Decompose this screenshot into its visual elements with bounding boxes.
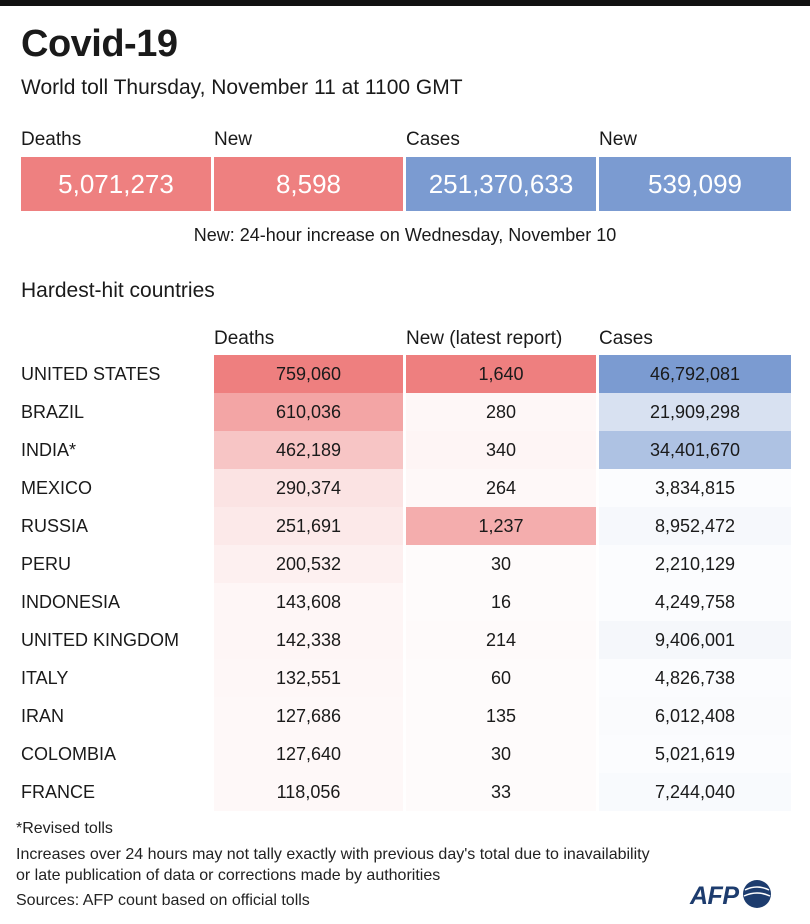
deaths-cell: 200,532 (214, 545, 403, 583)
country-label: PERU (21, 554, 72, 574)
country-label: MEXICO (21, 478, 93, 498)
cases-cell: 2,210,129 (599, 545, 791, 583)
deaths-cell: 143,608 (214, 583, 403, 621)
summary-label-cases: Cases (406, 129, 460, 150)
summary-note: New: 24-hour increase on Wednesday, Nove… (193, 225, 617, 245)
new-cell: 60 (406, 659, 596, 697)
country-label: UNITED STATES (21, 364, 161, 384)
new-cell: 16 (406, 583, 596, 621)
new-cell: 280 (406, 393, 596, 431)
top-bar (0, 0, 810, 6)
footer-increases-2: or late publication of data or correctio… (16, 867, 441, 884)
summary-value-new-deaths: 8,598 (214, 157, 403, 211)
deaths-cell: 290,374 (214, 469, 403, 507)
cases-cell: 46,792,081 (599, 355, 791, 393)
summary-value-cases: 251,370,633 (406, 157, 596, 211)
country-label: IRAN (21, 706, 65, 726)
column-header-deaths: Deaths (214, 328, 275, 349)
column-header-new: New (latest report) (406, 328, 563, 349)
footer-sources: Sources: AFP count based on official tol… (16, 892, 310, 909)
summary-value-deaths: 5,071,273 (21, 157, 211, 211)
country-label: FRANCE (21, 782, 96, 802)
country-label: ITALY (21, 668, 69, 688)
deaths-cell: 759,060 (214, 355, 403, 393)
afp-logo: AFP (690, 878, 772, 914)
page-subtitle: World toll Thursday, November 11 at 1100… (21, 76, 463, 99)
summary-label-new-cases: New (599, 129, 638, 150)
column-header-cases: Cases (599, 328, 653, 349)
country-label: INDONESIA (21, 592, 121, 612)
cases-cell: 6,012,408 (599, 697, 791, 735)
deaths-cell: 118,056 (214, 773, 403, 811)
table-title: Hardest-hit countries (21, 279, 215, 302)
cases-cell: 34,401,670 (599, 431, 791, 469)
new-cell: 214 (406, 621, 596, 659)
country-label: COLOMBIA (21, 744, 117, 764)
country-label: UNITED KINGDOM (21, 630, 180, 650)
new-cell: 340 (406, 431, 596, 469)
cases-cell: 8,952,472 (599, 507, 791, 545)
deaths-cell: 142,338 (214, 621, 403, 659)
page-title: Covid-19 (21, 23, 178, 65)
country-label: BRAZIL (21, 402, 85, 422)
country-label: INDIA* (21, 440, 77, 460)
deaths-cell: 127,686 (214, 697, 403, 735)
deaths-cell: 462,189 (214, 431, 403, 469)
new-cell: 30 (406, 735, 596, 773)
summary-value-new-cases: 539,099 (599, 157, 791, 211)
summary-label-deaths: Deaths (21, 129, 82, 150)
cases-cell: 7,244,040 (599, 773, 791, 811)
summary-label-new-deaths: New (214, 129, 253, 150)
cases-cell: 4,249,758 (599, 583, 791, 621)
deaths-cell: 610,036 (214, 393, 403, 431)
cases-cell: 5,021,619 (599, 735, 791, 773)
cases-cell: 3,834,815 (599, 469, 791, 507)
footer-revised: *Revised tolls (16, 820, 113, 837)
globe-icon (742, 879, 772, 914)
footer-increases: Increases over 24 hours may not tally ex… (16, 846, 650, 863)
deaths-cell: 127,640 (214, 735, 403, 773)
new-cell: 264 (406, 469, 596, 507)
new-cell: 1,640 (406, 355, 596, 393)
deaths-cell: 251,691 (214, 507, 403, 545)
country-label: RUSSIA (21, 516, 89, 536)
new-cell: 1,237 (406, 507, 596, 545)
cases-cell: 21,909,298 (599, 393, 791, 431)
afp-logo-text: AFP (690, 881, 739, 910)
new-cell: 33 (406, 773, 596, 811)
cases-cell: 4,826,738 (599, 659, 791, 697)
deaths-cell: 132,551 (214, 659, 403, 697)
new-cell: 30 (406, 545, 596, 583)
cases-cell: 9,406,001 (599, 621, 791, 659)
new-cell: 135 (406, 697, 596, 735)
